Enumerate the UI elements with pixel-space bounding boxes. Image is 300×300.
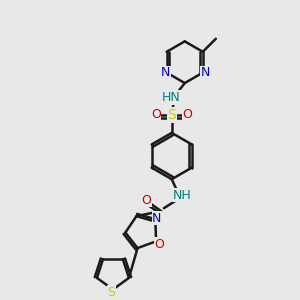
Text: S: S [167,108,176,122]
Text: O: O [151,108,161,122]
Text: N: N [200,66,210,79]
Text: O: O [183,108,193,122]
Text: N: N [160,66,170,79]
Text: NH: NH [172,189,191,202]
Text: HN: HN [162,91,181,104]
Text: S: S [107,286,116,299]
Text: N: N [152,212,162,225]
Text: O: O [154,238,164,251]
Text: O: O [141,194,151,207]
